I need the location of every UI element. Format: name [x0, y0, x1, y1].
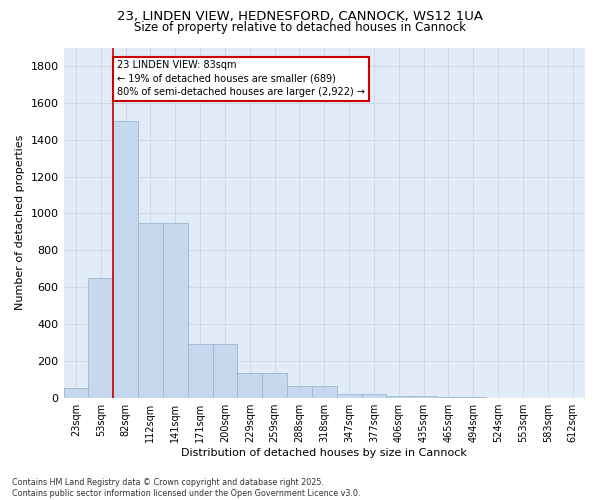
Bar [411, 396, 436, 398]
Text: 23 LINDEN VIEW: 83sqm
← 19% of detached houses are smaller (689)
80% of semi-det: 23 LINDEN VIEW: 83sqm ← 19% of detached … [117, 60, 365, 97]
Bar [138, 222, 163, 398]
Bar [238, 373, 262, 398]
Bar [262, 373, 287, 398]
Bar [362, 394, 386, 398]
Bar [64, 388, 88, 398]
Bar [386, 396, 411, 398]
Bar [212, 344, 238, 398]
Text: Contains HM Land Registry data © Crown copyright and database right 2025.
Contai: Contains HM Land Registry data © Crown c… [12, 478, 361, 498]
Bar [337, 394, 362, 398]
Bar [113, 121, 138, 398]
Y-axis label: Number of detached properties: Number of detached properties [15, 135, 25, 310]
Bar [163, 222, 188, 398]
Text: Size of property relative to detached houses in Cannock: Size of property relative to detached ho… [134, 22, 466, 35]
Text: 23, LINDEN VIEW, HEDNESFORD, CANNOCK, WS12 1UA: 23, LINDEN VIEW, HEDNESFORD, CANNOCK, WS… [117, 10, 483, 23]
Bar [287, 386, 312, 398]
Bar [312, 386, 337, 398]
Bar [188, 344, 212, 398]
X-axis label: Distribution of detached houses by size in Cannock: Distribution of detached houses by size … [181, 448, 467, 458]
Bar [88, 278, 113, 398]
